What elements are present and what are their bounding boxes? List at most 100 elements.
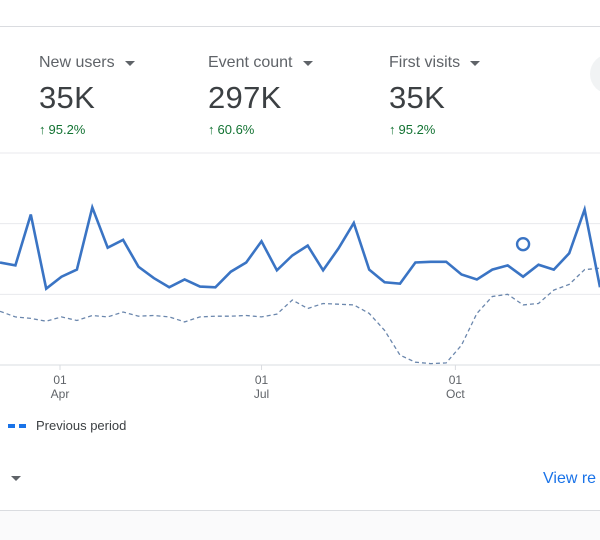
previous-period-point[interactable]	[289, 297, 295, 303]
current-period-point[interactable]	[105, 245, 111, 251]
current-period-point[interactable]	[212, 284, 218, 290]
x-tick-label-month: Jul	[254, 387, 269, 401]
current-period-point[interactable]	[443, 259, 449, 265]
previous-period-point[interactable]	[551, 287, 557, 293]
previous-period-point[interactable]	[105, 314, 111, 320]
chart-legend: Previous period	[8, 418, 126, 433]
current-period-point[interactable]	[0, 260, 3, 266]
current-period-point[interactable]	[505, 262, 511, 268]
current-period-point[interactable]	[28, 211, 34, 217]
previous-period-point[interactable]	[182, 319, 188, 325]
previous-period-point[interactable]	[566, 281, 572, 287]
previous-period-point[interactable]	[120, 309, 126, 315]
caret-down-icon[interactable]	[302, 60, 313, 66]
current-period-point[interactable]	[459, 272, 465, 278]
previous-period-point[interactable]	[459, 342, 465, 348]
current-period-point[interactable]	[428, 259, 434, 265]
previous-period-point[interactable]	[228, 313, 234, 319]
previous-period-point[interactable]	[505, 291, 511, 297]
previous-period-point[interactable]	[74, 317, 80, 323]
current-period-point[interactable]	[74, 267, 80, 273]
previous-period-point[interactable]	[12, 314, 18, 320]
previous-period-point[interactable]	[474, 310, 480, 316]
metric-label-dropdown[interactable]: Event count	[208, 54, 313, 72]
previous-period-point[interactable]	[489, 293, 495, 299]
previous-period-point[interactable]	[151, 313, 157, 319]
current-period-point[interactable]	[551, 267, 557, 273]
previous-period-point[interactable]	[382, 327, 388, 333]
current-period-point[interactable]	[197, 284, 203, 290]
current-period-point[interactable]	[320, 267, 326, 273]
card-top-border	[0, 26, 600, 27]
current-period-point[interactable]	[135, 264, 141, 270]
current-period-point[interactable]	[166, 284, 172, 290]
previous-period-point[interactable]	[535, 301, 541, 307]
current-period-point[interactable]	[366, 267, 372, 273]
current-period-point[interactable]	[151, 275, 157, 281]
current-period-point[interactable]	[535, 262, 541, 268]
current-period-point[interactable]	[243, 260, 249, 266]
previous-period-point[interactable]	[582, 267, 588, 273]
current-period-point[interactable]	[412, 260, 418, 266]
current-period-point[interactable]	[228, 269, 234, 275]
previous-period-point[interactable]	[212, 313, 218, 319]
previous-period-point[interactable]	[443, 360, 449, 366]
previous-period-point[interactable]	[412, 359, 418, 365]
previous-period-point[interactable]	[197, 314, 203, 320]
current-period-point[interactable]	[43, 286, 49, 292]
previous-period-point[interactable]	[274, 311, 280, 317]
previous-period-point[interactable]	[89, 313, 95, 319]
current-period-point[interactable]	[12, 262, 18, 268]
current-period-point[interactable]	[474, 276, 480, 282]
metric-label: Event count	[208, 54, 293, 71]
previous-period-point[interactable]	[351, 302, 357, 308]
current-period-point[interactable]	[397, 281, 403, 287]
current-period-point[interactable]	[382, 279, 388, 285]
previous-period-point[interactable]	[305, 305, 311, 311]
metric-change-value: 95.2%	[398, 122, 436, 137]
current-period-point[interactable]	[520, 274, 526, 280]
previous-period-point[interactable]	[43, 318, 49, 324]
metric-value: 297K	[208, 80, 282, 115]
previous-period-point[interactable]	[335, 301, 341, 307]
current-period-point[interactable]	[259, 238, 265, 244]
current-period-point[interactable]	[489, 267, 495, 273]
current-period-point[interactable]	[305, 243, 311, 249]
current-period-point[interactable]	[335, 245, 341, 251]
previous-period-point[interactable]	[135, 313, 141, 319]
previous-period-point[interactable]	[0, 308, 3, 314]
current-period-point[interactable]	[274, 267, 280, 273]
caret-down-icon[interactable]	[470, 60, 481, 66]
current-period-point[interactable]	[182, 276, 188, 282]
previous-period-point[interactable]	[59, 314, 65, 320]
current-period-point[interactable]	[351, 220, 357, 226]
previous-period-point[interactable]	[397, 352, 403, 358]
current-period-point[interactable]	[89, 204, 95, 210]
previous-period-point[interactable]	[428, 361, 434, 367]
view-report-link[interactable]: View re	[543, 470, 597, 487]
current-period-point[interactable]	[289, 252, 295, 258]
metric-event-count[interactable]: Event count 297K ↑ 60.6%	[208, 54, 313, 137]
current-period-point[interactable]	[59, 274, 65, 280]
current-period-point[interactable]	[120, 237, 126, 243]
x-tick-label-day: 01	[53, 373, 67, 387]
previous-period-point[interactable]	[520, 302, 526, 308]
current-period-point[interactable]	[566, 250, 572, 256]
previous-period-point[interactable]	[259, 314, 265, 320]
chart-options-button[interactable]	[590, 54, 600, 94]
previous-period-point[interactable]	[366, 310, 372, 316]
metric-label-dropdown[interactable]: New users	[39, 54, 135, 72]
previous-period-point[interactable]	[243, 313, 249, 319]
metric-first-visits[interactable]: First visits 35K ↑ 95.2%	[389, 54, 481, 137]
metric-label-dropdown[interactable]: First visits	[389, 54, 481, 72]
previous-period-point[interactable]	[166, 314, 172, 320]
annotation-marker[interactable]	[515, 236, 531, 252]
previous-period-point[interactable]	[320, 301, 326, 307]
caret-down-icon[interactable]	[124, 60, 135, 66]
caret-down-icon[interactable]	[11, 476, 21, 481]
metric-new-users[interactable]: New users 35K ↑ 95.2%	[39, 54, 135, 137]
previous-period-point[interactable]	[28, 315, 34, 321]
current-period-point[interactable]	[582, 207, 588, 213]
metric-label: New users	[39, 54, 115, 71]
x-tick-label-month: Apr	[51, 387, 70, 401]
